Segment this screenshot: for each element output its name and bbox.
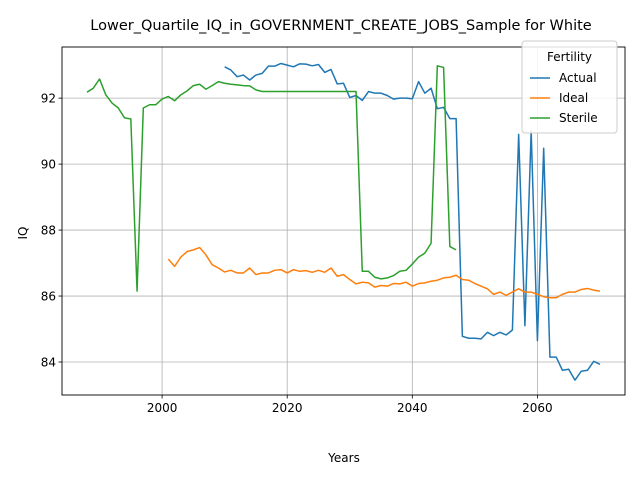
tick-layer: 2000 2020 2040 2060 84 86 88 90 92 [41, 91, 553, 415]
y-tick-label: 86 [41, 289, 56, 303]
legend-label-actual: Actual [559, 71, 597, 85]
legend-label-sterile: Sterile [559, 111, 598, 125]
legend-label-ideal: Ideal [559, 91, 588, 105]
y-tick-label: 90 [41, 157, 56, 171]
legend-box [521, 40, 618, 134]
series-line-actual [224, 62, 601, 381]
y-tick-label: 92 [41, 91, 56, 105]
plot-frame [61, 46, 626, 396]
x-tick-label: 2020 [272, 401, 303, 415]
y-tick-label: 84 [41, 355, 56, 369]
series-line-sterile [86, 65, 457, 292]
x-tick-label: 2060 [522, 401, 553, 415]
x-tick-label: 2040 [397, 401, 428, 415]
x-tick-label: 2000 [147, 401, 178, 415]
y-tick-label: 88 [41, 223, 56, 237]
series-layer [86, 62, 601, 381]
y-axis-label: IQ [16, 227, 30, 240]
x-axis-label: Years [327, 451, 360, 465]
series-line-ideal [167, 246, 601, 299]
legend-title: Fertility [547, 50, 592, 64]
legend: Fertility Actual Ideal Sterile [521, 40, 618, 134]
chart-title: Lower_Quartile_IQ_in_GOVERNMENT_CREATE_J… [90, 18, 592, 34]
